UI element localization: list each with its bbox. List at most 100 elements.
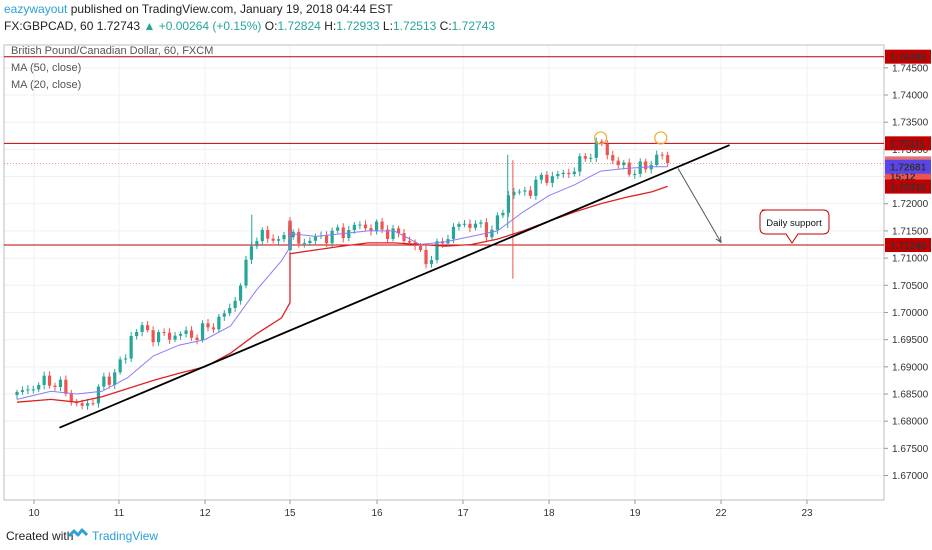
candle (556, 170, 560, 180)
price-label-text: 1.72681 (890, 163, 927, 174)
candle (308, 237, 312, 246)
candle-body (211, 327, 216, 330)
author-link[interactable]: eazywayout (4, 2, 68, 16)
candle-body (352, 224, 356, 231)
candle (396, 225, 401, 238)
candle-body (124, 358, 128, 360)
candle-body (418, 246, 423, 250)
projection-arrow[interactable] (677, 168, 722, 244)
candles (15, 137, 670, 410)
high-value: 1.72933 (336, 19, 380, 33)
candle (37, 382, 41, 393)
high-markers[interactable] (593, 131, 668, 145)
candle (655, 150, 659, 168)
candle (611, 150, 615, 164)
candle-body (517, 191, 521, 193)
candle (512, 187, 516, 200)
candle-body (173, 335, 177, 340)
candle (589, 153, 593, 163)
high-circle[interactable] (654, 131, 668, 145)
change-value: +0.00264 (+0.15%) (158, 19, 262, 33)
tradingview-brand-link[interactable]: TradingView (92, 529, 159, 543)
y-tick-label: 1.73000 (892, 145, 929, 156)
legend-title: British Pound/Canadian Dollar, 60, FXCM (11, 45, 213, 57)
candle (484, 218, 489, 241)
candle (151, 326, 155, 347)
candle (118, 356, 122, 375)
candle-body (369, 228, 373, 232)
candle-body (255, 241, 259, 247)
price-label-text: 1.71240 (890, 241, 927, 252)
footer: Created with TradingView (0, 520, 932, 550)
y-tick-label: 1.73500 (892, 118, 929, 129)
y-tick-label: 1.69000 (892, 362, 929, 373)
candle-body (15, 391, 19, 396)
candle-body (238, 285, 243, 301)
candle (20, 386, 25, 395)
candle (539, 172, 543, 184)
candle-body (528, 190, 532, 196)
candle (424, 245, 428, 269)
horizontal-levels[interactable] (4, 56, 884, 246)
candle (567, 168, 571, 179)
candle-body (302, 243, 306, 245)
candle-body (324, 235, 329, 244)
high-circle[interactable] (593, 131, 608, 145)
price-chart[interactable]: Daily support British Pound/Canadian Dol… (0, 38, 932, 518)
candle (189, 326, 194, 341)
candle-body (495, 215, 500, 230)
candle (572, 167, 576, 177)
candle (446, 234, 450, 246)
price-label: 1.74705 (885, 49, 931, 64)
candle (140, 321, 144, 337)
candle-body (407, 240, 412, 243)
candle-body (189, 330, 194, 338)
candle-body (462, 223, 467, 225)
candle (583, 152, 587, 162)
y-tick-label: 1.67000 (892, 471, 929, 482)
time-axis: 10 11 12 15 16 17 18 19 22 23 (4, 499, 884, 518)
candle (222, 309, 226, 322)
candle-body (457, 224, 461, 227)
candle (107, 372, 111, 389)
x-tick-label: 22 (715, 508, 727, 518)
publish-line: eazywayout published on TradingView.com,… (4, 2, 393, 16)
candle-body (157, 332, 161, 343)
y-tick-label: 1.74000 (892, 91, 929, 102)
candle (184, 326, 188, 338)
candle (633, 169, 637, 179)
y-tick-label: 1.68000 (892, 417, 929, 428)
candle-body (282, 234, 286, 240)
candle-body (146, 325, 150, 331)
candle (660, 151, 664, 160)
candle-body (118, 359, 122, 373)
candle (135, 329, 139, 340)
x-tick-label: 19 (629, 508, 641, 518)
trendline[interactable] (59, 144, 730, 429)
candle (429, 255, 434, 268)
candle-body (129, 336, 133, 359)
candle-body (468, 223, 472, 228)
callout[interactable]: Daily support (759, 209, 830, 244)
candle (468, 219, 472, 233)
candle (211, 323, 216, 334)
change-up-icon: ▲ (143, 19, 156, 33)
plot-frame (3, 44, 885, 501)
open-label: O: (264, 19, 278, 33)
arrow-head-icon (715, 236, 722, 244)
candle (644, 158, 648, 173)
candle (600, 139, 604, 147)
candle-body (594, 141, 598, 158)
candle-body (31, 389, 35, 391)
price-label: 1.73111 (885, 136, 931, 151)
x-tick-label: 12 (199, 508, 211, 518)
y-tick-label: 1.69500 (892, 335, 929, 346)
candle-body (512, 191, 516, 196)
candle (363, 220, 368, 231)
candle-body (53, 385, 57, 388)
candle-body (424, 249, 428, 265)
price-label-bg (885, 49, 931, 64)
candle (146, 320, 150, 333)
candle-body (506, 195, 510, 213)
candle (162, 328, 166, 336)
